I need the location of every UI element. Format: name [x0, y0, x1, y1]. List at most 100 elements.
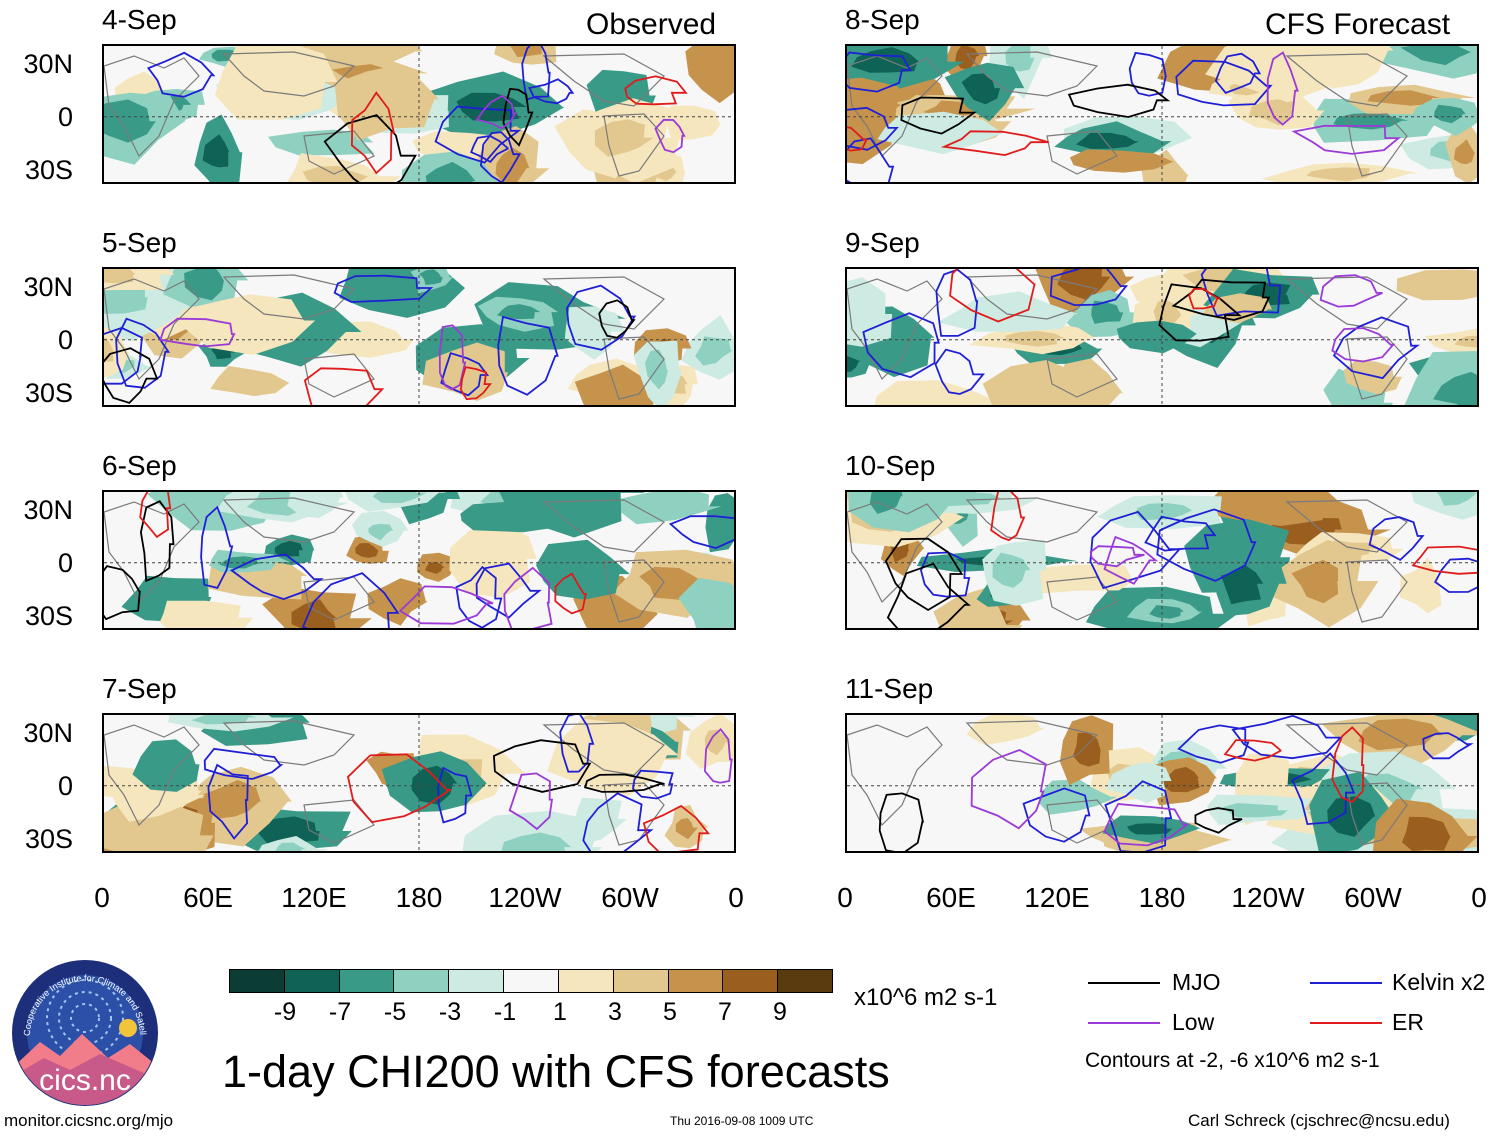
anomaly-blob: [1105, 762, 1172, 804]
anomaly-blob: [564, 306, 625, 360]
colorbar-tick: 3: [608, 998, 622, 1026]
anomaly-core: [291, 599, 337, 628]
anomaly-core: [955, 46, 980, 70]
contour-kelvin: [559, 715, 595, 773]
anomaly-core: [202, 134, 230, 168]
contour-kelvin: [920, 551, 971, 598]
anomaly-core: [104, 269, 136, 284]
colorbar: [229, 969, 833, 993]
contour-low: [703, 727, 733, 784]
anomaly-core: [1327, 796, 1376, 837]
anomaly-blob: [1141, 149, 1189, 182]
coastline: [1346, 113, 1408, 177]
anomaly-core: [1358, 718, 1443, 751]
contour-kelvin: [935, 269, 979, 337]
panel-date-right-2: 9-Sep: [845, 227, 920, 258]
contour-kelvin: [207, 763, 249, 840]
contour-kelvin: [862, 312, 940, 379]
anomaly-blob: [1069, 149, 1175, 173]
colorbar-bin: [449, 970, 505, 992]
anomaly-core: [424, 561, 445, 574]
coastline: [847, 501, 943, 604]
colorbar-bin: [339, 970, 395, 992]
contour-low: [1089, 545, 1145, 568]
contour-kelvin: [1156, 508, 1257, 582]
anomaly-blob: [1038, 779, 1118, 815]
contour-mjo: [323, 114, 417, 182]
coastline: [222, 274, 356, 320]
map-panel-left-3: [102, 490, 736, 630]
contour-er: [350, 91, 396, 175]
contour-kelvin: [1422, 732, 1474, 760]
contour-mjo: [139, 500, 175, 583]
x-label-120e: 120E: [281, 882, 347, 913]
y-label-30s: 30S: [24, 601, 73, 631]
coastline: [542, 276, 665, 330]
contour-kelvin: [104, 326, 143, 385]
contour-er: [554, 572, 587, 615]
contour-low: [654, 118, 686, 154]
x-label-60e: 60E: [926, 882, 976, 913]
anomaly-core: [869, 492, 903, 514]
contour-kelvin: [434, 105, 522, 164]
coastline: [303, 353, 375, 398]
y-label-30n: 30N: [23, 49, 73, 79]
x-label-180: 180: [1138, 882, 1186, 913]
x-label-180: 180: [395, 882, 443, 913]
colorbar-bin: [230, 970, 285, 992]
panel-date-left-1: 4-Sep: [102, 4, 177, 35]
colorbar-bin: [613, 970, 669, 992]
contour-low: [1319, 274, 1383, 308]
anomaly-core: [1221, 565, 1264, 605]
colorbar-bin: [394, 970, 450, 992]
anomaly-blob: [685, 46, 734, 104]
x-label-120e: 120E: [1024, 882, 1090, 913]
contour-low: [970, 749, 1047, 830]
coastline: [847, 55, 943, 158]
contour-mjo: [886, 562, 971, 628]
map-panel-right-4: [845, 713, 1479, 853]
contour-low: [1291, 124, 1402, 155]
anomaly-blob: [847, 77, 901, 165]
colorbar-bin: [504, 970, 559, 992]
coastline: [603, 336, 665, 400]
anomaly-blob: [1116, 320, 1197, 354]
coastline: [1346, 559, 1408, 623]
contour-low: [1103, 535, 1159, 585]
anomaly-core: [1222, 803, 1288, 818]
contour-er: [347, 753, 453, 824]
anomaly-core: [1306, 167, 1374, 182]
contour-er: [303, 367, 385, 405]
anomaly-core: [104, 99, 156, 143]
contour-kelvin: [146, 51, 216, 98]
y-label-eq: 0: [57, 325, 73, 355]
anomaly-core: [274, 540, 303, 557]
anomaly-core: [1454, 335, 1477, 348]
contour-kelvin: [1049, 269, 1129, 307]
anomaly-core: [496, 304, 541, 320]
y-label-eq: 0: [57, 548, 73, 578]
contour-mjo: [104, 565, 141, 621]
main-title: 1-day CHI200 with CFS forecasts: [222, 1046, 890, 1097]
contour-kelvin: [1368, 516, 1425, 561]
anomaly-blob: [536, 539, 630, 600]
contour-kelvin: [1291, 752, 1356, 826]
anomaly-core: [372, 492, 427, 504]
contour-er: [949, 269, 1036, 323]
contour-kelvin: [497, 315, 559, 396]
anomaly-core: [1367, 90, 1441, 106]
anomaly-blob: [159, 600, 254, 628]
contour-kelvin: [200, 505, 234, 589]
legend-line-low: [1088, 1022, 1160, 1024]
coastline: [104, 278, 200, 381]
contour-mjo: [583, 773, 665, 793]
logo-text: cics.nc: [39, 1064, 131, 1097]
map-panel-right-2: [845, 267, 1479, 407]
anomaly-blob: [874, 380, 1005, 405]
anomaly-core: [695, 336, 733, 366]
coastline: [542, 499, 665, 553]
footer-timestamp: Thu 2016-09-08 1009 UTC: [670, 1114, 814, 1128]
anomaly-blob: [460, 500, 586, 533]
anomaly-core: [425, 161, 476, 182]
coastline: [965, 497, 1099, 543]
